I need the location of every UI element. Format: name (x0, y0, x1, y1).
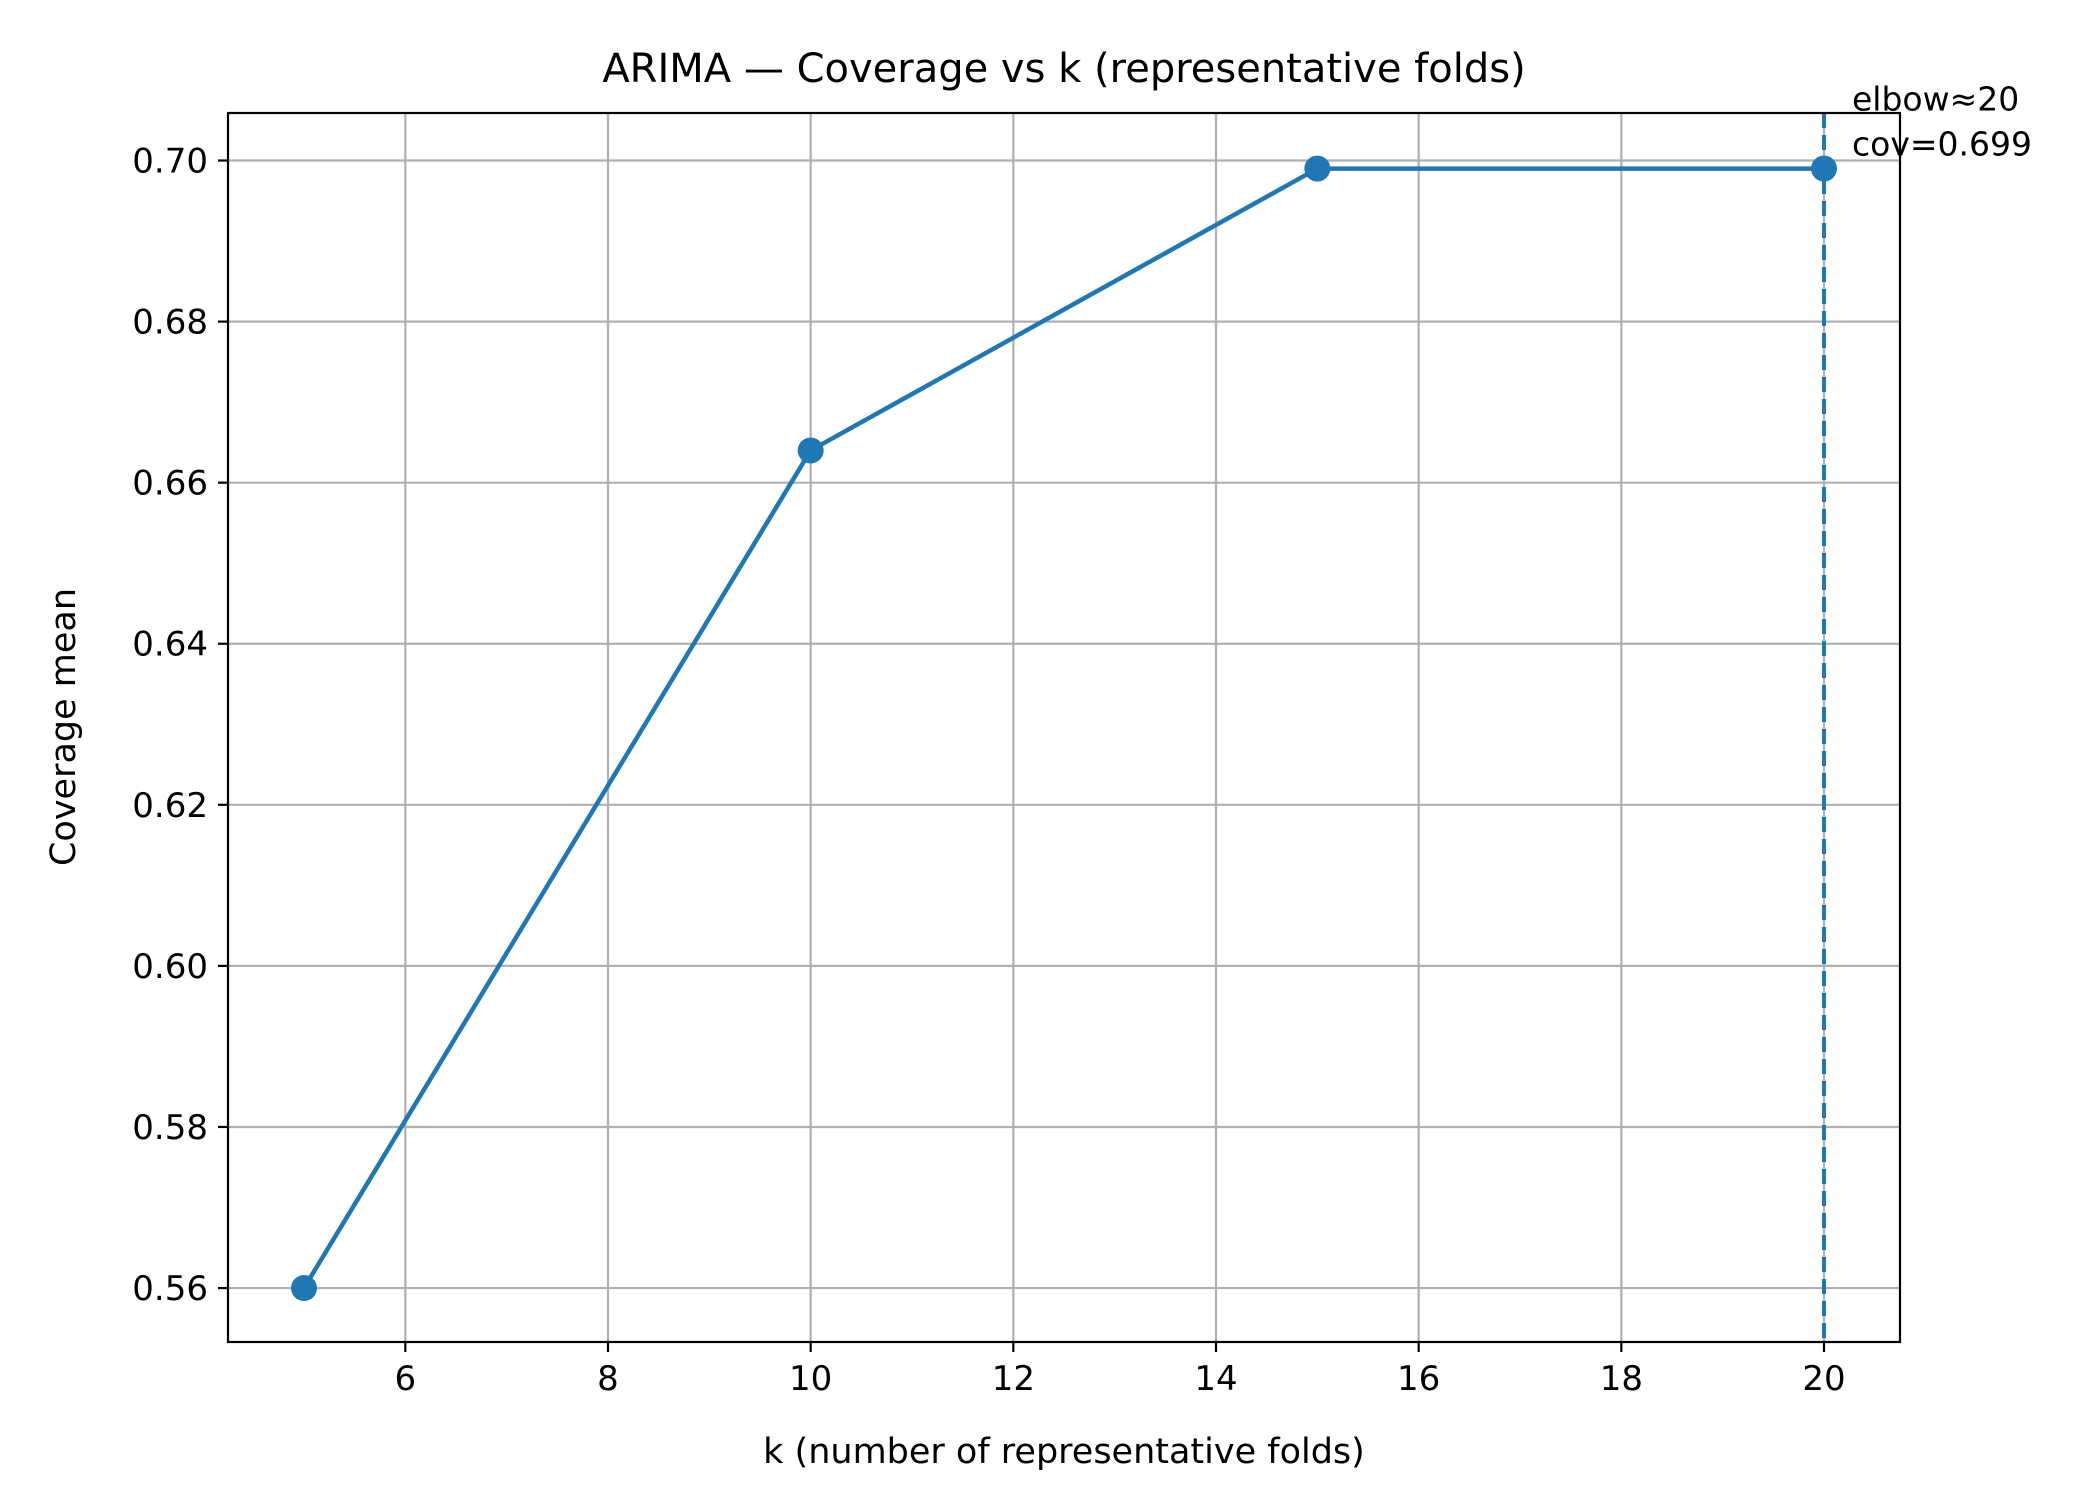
grid (228, 113, 1900, 1342)
plot-frame (226, 111, 1902, 1344)
y-tick-label: 0.66 (132, 464, 208, 504)
elbow-annotation-line: elbow≈20 (1852, 80, 2019, 119)
x-tick-label: 20 (1802, 1359, 1845, 1399)
x-tick-label: 6 (395, 1359, 417, 1399)
x-tick-label: 8 (597, 1359, 619, 1399)
y-tick-label: 0.64 (132, 625, 208, 665)
chart-title: ARIMA — Coverage vs k (representative fo… (602, 46, 1525, 92)
annotation-layer: elbow≈20 cov=0.699 (1852, 80, 2032, 164)
y-axis-label: Coverage mean (44, 588, 84, 866)
x-tick-label: 14 (1194, 1359, 1237, 1399)
x-axis-label: k (number of representative folds) (763, 1432, 1365, 1472)
ticks: 6 8 10 12 14 16 18 20 0.56 0.58 0.60 0.62 0.64 0.66 0.… (132, 142, 1845, 1399)
y-tick-label: 0.58 (132, 1108, 208, 1148)
y-tick-label: 0.62 (132, 786, 208, 826)
elbow-annotation-line: cov=0.699 (1852, 125, 2032, 164)
y-tick-label: 0.56 (132, 1269, 208, 1309)
data-point (797, 437, 824, 464)
x-tick-label: 12 (992, 1359, 1035, 1399)
x-tick-label: 16 (1397, 1359, 1440, 1399)
data-point (291, 1275, 317, 1302)
series-line (302, 166, 1824, 1290)
x-tick-label: 10 (789, 1359, 832, 1399)
series-layer (291, 155, 1837, 1302)
data-point (1811, 155, 1837, 182)
y-tick-label: 0.70 (132, 142, 208, 182)
y-tick-label: 0.68 (132, 303, 208, 343)
y-tick-label: 0.60 (132, 947, 208, 987)
data-point (1304, 155, 1331, 182)
x-tick-label: 18 (1600, 1359, 1643, 1399)
